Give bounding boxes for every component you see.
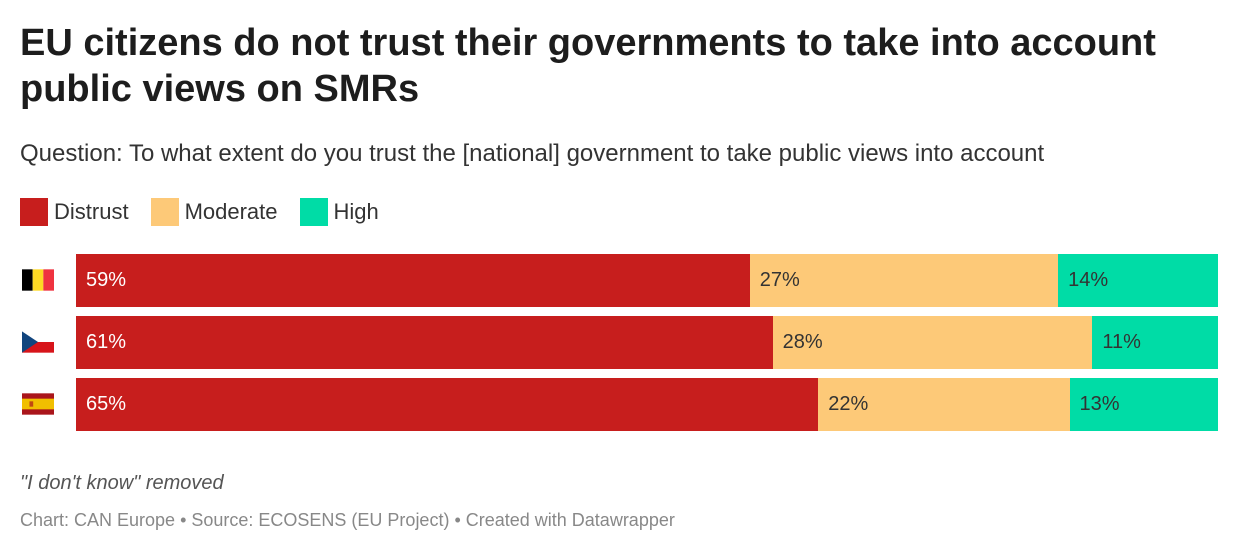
legend-swatch-distrust <box>20 198 48 226</box>
bar-segment-distrust: 65% <box>76 378 819 431</box>
bar-segment-moderate: 28% <box>772 316 1093 369</box>
chart-note: "I don't know" removed <box>20 472 224 494</box>
legend-label-moderate: Moderate <box>184 199 278 224</box>
data-label: 65% <box>86 393 127 415</box>
data-label: 11% <box>1102 331 1141 353</box>
data-label: 59% <box>86 269 127 291</box>
czech-flag-icon <box>22 331 54 353</box>
legend-swatch-moderate <box>150 198 179 226</box>
bar-segment-distrust: 59% <box>76 254 750 307</box>
legend-item-moderate: Moderate <box>150 198 278 226</box>
bar-segment-high: 14% <box>1058 254 1218 307</box>
bar-segment-moderate: 27% <box>749 254 1059 307</box>
legend-label-high: High <box>333 199 379 224</box>
legend-swatch-high <box>299 198 328 226</box>
legend-item-high: High <box>299 198 379 226</box>
bar-segment-high: 11% <box>1092 316 1218 369</box>
bar-segment-high: 13% <box>1069 378 1218 431</box>
bar-segment-moderate: 22% <box>818 378 1070 431</box>
bar-segment-distrust: 61% <box>76 316 773 369</box>
chart-title: EU citizens do not trust their governmen… <box>20 22 1156 110</box>
chart-subtitle: Question: To what extent do you trust th… <box>20 140 1045 167</box>
legend-label-distrust: Distrust <box>54 199 129 224</box>
legend-item-distrust: Distrust <box>20 198 129 226</box>
data-label: 28% <box>782 331 823 353</box>
bar-row-belgium: 59% 27% 14% <box>76 254 1218 307</box>
legend: Distrust Moderate High <box>20 198 401 226</box>
data-label: 61% <box>86 331 127 353</box>
data-label: 27% <box>759 269 800 291</box>
data-label: 22% <box>828 393 869 415</box>
data-label: 14% <box>1068 269 1109 291</box>
data-label: 13% <box>1079 393 1120 415</box>
bar-row-spain: 65% 22% 13% <box>76 378 1218 431</box>
spain-flag-icon <box>22 393 54 415</box>
belgium-flag-icon <box>22 269 54 291</box>
bar-row-czech-republic: 61% 28% 11% <box>76 316 1218 369</box>
chart-footer: Chart: CAN Europe • Source: ECOSENS (EU … <box>20 510 675 530</box>
